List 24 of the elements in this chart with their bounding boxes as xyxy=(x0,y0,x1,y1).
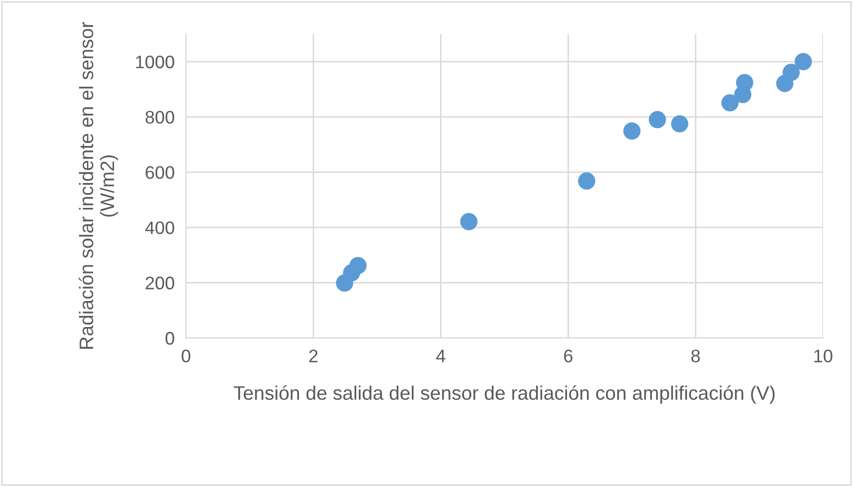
x-tick-label: 8 xyxy=(691,350,700,362)
point xyxy=(721,94,739,112)
x-axis-title: Tensión de salida del sensor de radiación con amplificación (V) xyxy=(234,385,775,404)
x-tick-label: 4 xyxy=(436,350,446,362)
y-tick-label: 400 xyxy=(145,221,174,234)
y-tick-label: 200 xyxy=(146,276,174,290)
y-tick-label: 600 xyxy=(146,166,174,179)
point xyxy=(671,115,688,132)
x-tick-label: 10 xyxy=(814,350,832,362)
point xyxy=(349,256,367,274)
point xyxy=(736,74,754,92)
x-tick-label: 6 xyxy=(564,350,572,362)
point xyxy=(648,111,666,128)
y-tick-label: 0 xyxy=(166,332,174,345)
y-axis-title: Radiación solar incidente en el sensor (W/m2) xyxy=(78,22,118,349)
x-tick-label: 2 xyxy=(309,350,318,362)
point xyxy=(460,213,478,230)
y-tick-label: 800 xyxy=(146,110,174,124)
x-tick-label: 0 xyxy=(182,350,190,362)
y-tick-label: 1000 xyxy=(136,56,174,68)
point xyxy=(578,172,596,190)
point xyxy=(623,122,641,140)
point xyxy=(782,64,800,82)
point xyxy=(794,53,812,70)
